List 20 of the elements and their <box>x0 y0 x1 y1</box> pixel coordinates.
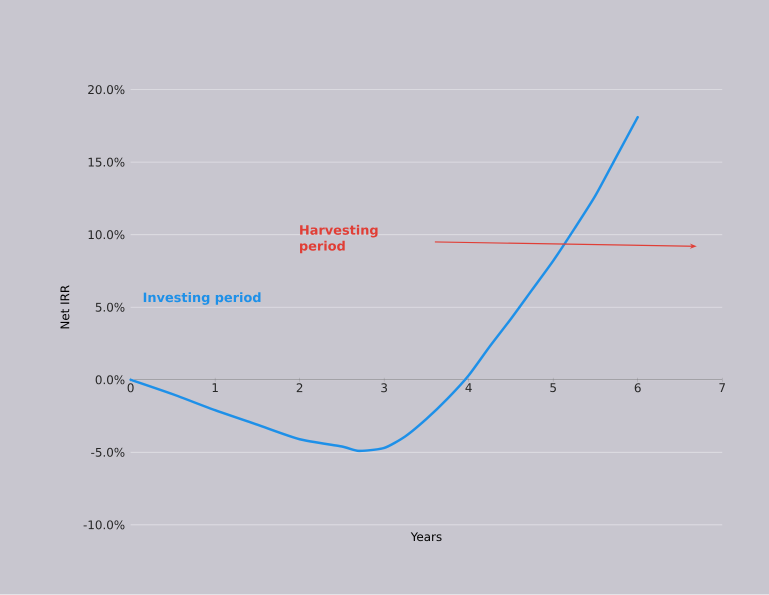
y-tick-label: -10.0% <box>84 520 124 530</box>
y-tick-label: 0.0% <box>96 375 124 384</box>
x-tick-label: 4 <box>465 383 472 392</box>
line-series <box>129 116 639 452</box>
annotation: Harvesting period <box>300 225 378 254</box>
x-tick-label: 0 <box>128 383 134 392</box>
y-tick-label: 10.0% <box>88 230 124 240</box>
y-tick-label: -5.0% <box>91 448 124 458</box>
y-tick-label: 20.0% <box>88 85 124 94</box>
x-tick-label: 6 <box>634 383 641 392</box>
y-tick-label: 15.0% <box>88 158 124 167</box>
x-tick-label: 1 <box>212 383 218 392</box>
x-tick-label: 5 <box>550 383 556 392</box>
y-axis-title: Net IRR <box>60 285 70 329</box>
x-tick-label: 2 <box>296 383 302 392</box>
annotation: Investing period <box>144 292 260 306</box>
x-axis-title: Years <box>410 532 442 542</box>
y-tick-label: 5.0% <box>96 302 124 312</box>
x-tick-label: 3 <box>381 383 387 392</box>
x-tick-label: 7 <box>719 383 725 392</box>
